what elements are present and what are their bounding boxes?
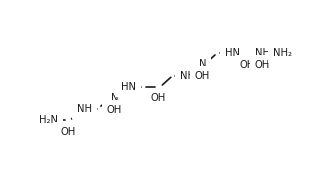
Text: N: N [111, 93, 118, 103]
Text: OH: OH [151, 93, 166, 103]
Text: HN: HN [122, 82, 136, 92]
Text: NH: NH [180, 71, 195, 81]
Text: N: N [199, 59, 206, 69]
Text: NH: NH [255, 48, 270, 58]
Text: HN: HN [225, 48, 240, 58]
Text: OH: OH [255, 60, 270, 70]
Text: NH₂: NH₂ [273, 48, 292, 58]
Text: NH: NH [77, 104, 92, 114]
Text: OH: OH [107, 105, 122, 115]
Text: OH: OH [240, 60, 255, 70]
Text: OH: OH [195, 71, 210, 81]
Text: OH: OH [60, 127, 75, 137]
Text: H₂N: H₂N [39, 115, 58, 125]
